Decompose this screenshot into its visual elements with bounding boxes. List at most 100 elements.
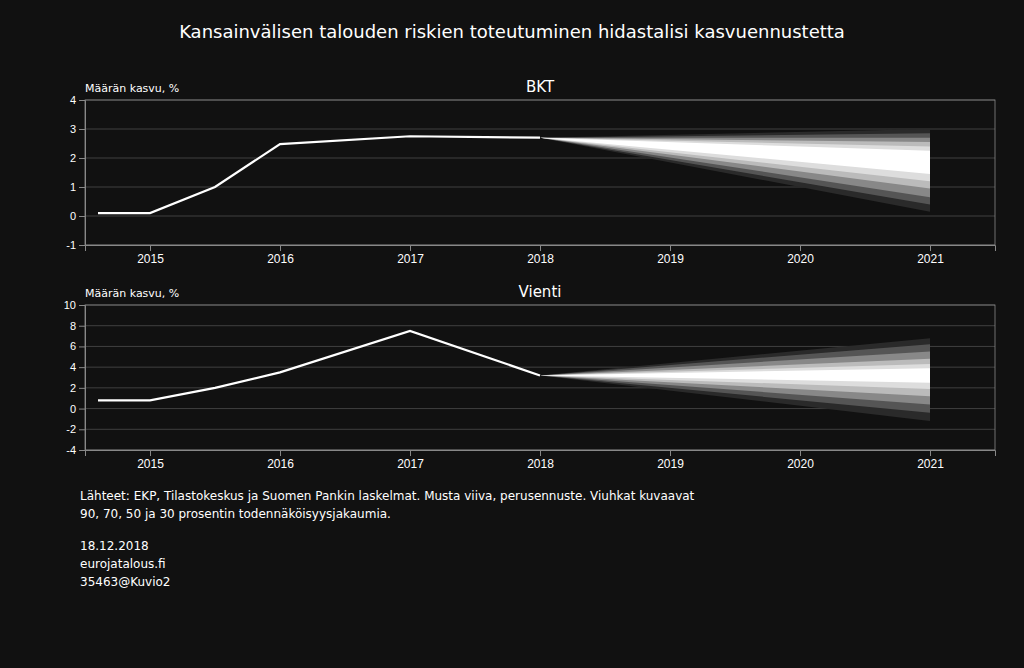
y-tick-mark xyxy=(79,305,85,306)
y-tick-mark xyxy=(79,326,85,327)
x-tick-label: 2017 xyxy=(397,457,424,471)
subplot-title: Vienti xyxy=(519,283,562,301)
y-tick-mark xyxy=(79,129,85,130)
y-tick-mark xyxy=(79,450,85,451)
y-tick-mark xyxy=(79,429,85,430)
x-tick: 2015 xyxy=(137,245,164,266)
fan-band xyxy=(540,138,930,174)
grid-line xyxy=(85,325,995,326)
y-tick: 1 xyxy=(70,181,85,193)
fan-band xyxy=(540,359,930,396)
y-tick-mark xyxy=(79,100,85,101)
x-tick-label: 2020 xyxy=(787,457,814,471)
footnote: 18.12.2018 xyxy=(80,539,149,553)
x-tick-mark xyxy=(280,450,281,456)
y-axis-label: Määrän kasvu, % xyxy=(85,287,179,300)
y-tick: 2 xyxy=(70,152,85,164)
footnote: Lähteet: EKP, Tilastokeskus ja Suomen Pa… xyxy=(80,489,695,503)
x-tick-mark xyxy=(540,245,541,251)
x-tick-label: 2020 xyxy=(787,252,814,266)
x-tick-mark xyxy=(800,450,801,456)
x-tick: 2021 xyxy=(917,450,944,471)
x-tick-label: 2019 xyxy=(657,457,684,471)
x-axis: 2015201620172018201920202021 xyxy=(86,245,996,266)
y-tick: -1 xyxy=(66,239,85,251)
y-tick-label: 1 xyxy=(70,181,76,193)
x-tick: 2017 xyxy=(397,450,424,471)
x-tick-label: 2015 xyxy=(137,252,164,266)
fan-band xyxy=(540,138,930,189)
y-tick-mark xyxy=(79,346,85,347)
y-tick: 2 xyxy=(70,382,85,394)
plot-area xyxy=(98,129,930,213)
x-tick: 2017 xyxy=(397,245,424,266)
y-tick: 0 xyxy=(70,403,85,415)
subplot-title: BKT xyxy=(526,78,555,96)
y-tick-label: -4 xyxy=(66,444,76,456)
plot-frame xyxy=(85,305,995,450)
y-tick: 6 xyxy=(70,340,85,352)
x-tick-label: 2018 xyxy=(527,457,554,471)
fan-band xyxy=(540,364,930,389)
y-tick-label: 4 xyxy=(70,94,76,106)
y-tick-label: 8 xyxy=(70,320,76,332)
y-tick-mark xyxy=(79,158,85,159)
baseline-line xyxy=(98,331,540,400)
x-tick: 2019 xyxy=(657,450,684,471)
x-tick-label: 2017 xyxy=(397,252,424,266)
y-tick-label: -2 xyxy=(66,423,76,435)
y-tick-label: 6 xyxy=(70,340,76,352)
x-tick-mark xyxy=(670,245,671,251)
footnote: 35463@Kuvio2 xyxy=(80,575,170,589)
y-axis: -1 0 1 2 3 4 xyxy=(66,94,85,251)
x-tick-mark xyxy=(930,450,931,456)
y-tick-mark xyxy=(79,409,85,410)
x-tick: 2019 xyxy=(657,245,684,266)
subplot: 2015 2016 2017 2018 2019 2020 2021 -4 -2 0 2 4 6 8 10 V… xyxy=(64,283,996,471)
subplot: 2015201620172018201920202021-101234BKTMä… xyxy=(66,78,995,266)
fan-band xyxy=(540,129,930,212)
plot-frame xyxy=(85,100,995,245)
footnotes: Lähteet: EKP, Tilastokeskus ja Suomen Pa… xyxy=(80,489,695,589)
main-title: Kansainvälisen talouden riskien toteutum… xyxy=(179,21,845,42)
y-tick-label: 10 xyxy=(64,299,76,311)
y-axis-line xyxy=(79,306,86,451)
y-tick-label: 4 xyxy=(70,361,76,373)
grid-line xyxy=(85,129,995,130)
x-tick-mark xyxy=(280,245,281,251)
x-axis: 2015 2016 2017 2018 2019 2020 2021 xyxy=(86,450,996,471)
fan-band xyxy=(540,138,930,197)
x-tick-mark xyxy=(410,245,411,251)
x-tick: 2018 xyxy=(527,450,554,471)
x-tick-mark xyxy=(150,245,151,251)
y-tick: 4 xyxy=(70,94,85,106)
fan-band xyxy=(540,344,930,412)
grid-line xyxy=(85,429,995,430)
x-tick-mark xyxy=(800,245,801,251)
y-tick: 8 xyxy=(70,320,85,332)
y-tick-label: 0 xyxy=(70,403,76,415)
x-tick: 2016 xyxy=(267,450,294,471)
y-tick: -2 xyxy=(66,423,85,435)
fan-band xyxy=(540,133,930,204)
x-axis-line xyxy=(86,451,996,457)
y-tick: 10 xyxy=(64,299,85,311)
x-tick-label: 2015 xyxy=(137,457,164,471)
y-tick-mark xyxy=(79,367,85,368)
x-axis-line xyxy=(86,246,996,252)
y-tick-label: 2 xyxy=(70,152,76,164)
x-tick: 2021 xyxy=(917,245,944,266)
y-tick-mark xyxy=(79,388,85,389)
x-tick: 2016 xyxy=(267,245,294,266)
x-tick-mark xyxy=(410,450,411,456)
grid-line xyxy=(85,216,995,217)
y-tick-mark xyxy=(79,245,85,246)
y-tick-label: 3 xyxy=(70,123,76,135)
y-axis: -4 -2 0 2 4 6 8 10 xyxy=(64,299,86,456)
grid xyxy=(85,100,995,245)
y-tick-label: 0 xyxy=(70,210,76,222)
y-axis-label: Määrän kasvu, % xyxy=(85,82,179,95)
y-tick: 4 xyxy=(70,361,85,373)
y-tick: -4 xyxy=(66,444,85,456)
y-tick-label: 2 xyxy=(70,382,76,394)
